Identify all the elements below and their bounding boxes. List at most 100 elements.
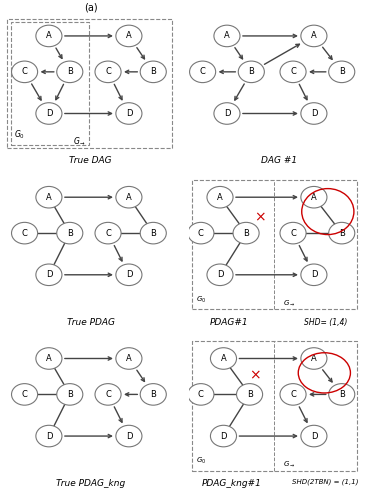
Text: C: C (21, 68, 27, 76)
Text: C: C (290, 68, 296, 76)
Text: SHD(2TBN) = (1,1): SHD(2TBN) = (1,1) (292, 479, 359, 485)
Text: A: A (46, 354, 52, 363)
Text: A: A (126, 193, 132, 202)
Text: C: C (290, 390, 296, 399)
Circle shape (238, 61, 264, 83)
Text: B: B (67, 229, 73, 237)
Text: A: A (221, 354, 226, 363)
Circle shape (11, 61, 38, 83)
Circle shape (301, 264, 327, 286)
Text: B: B (339, 229, 345, 237)
Circle shape (11, 384, 38, 405)
Text: B: B (339, 68, 345, 76)
Circle shape (36, 103, 62, 124)
Text: (a): (a) (84, 3, 97, 13)
Text: A: A (311, 354, 317, 363)
Text: D: D (46, 431, 52, 440)
Circle shape (214, 103, 240, 124)
Text: B: B (67, 68, 73, 76)
Circle shape (95, 222, 121, 244)
Circle shape (11, 222, 38, 244)
Text: D: D (224, 109, 230, 118)
Circle shape (116, 348, 142, 369)
Circle shape (329, 222, 355, 244)
Circle shape (57, 384, 83, 405)
Circle shape (329, 384, 355, 405)
Text: D: D (217, 270, 223, 279)
Text: D: D (311, 270, 317, 279)
Text: $G_{\rightarrow}$: $G_{\rightarrow}$ (73, 135, 87, 147)
Text: B: B (150, 390, 156, 399)
Circle shape (57, 61, 83, 83)
Circle shape (301, 25, 327, 47)
Text: PDAG_kng#1: PDAG_kng#1 (201, 479, 261, 488)
Circle shape (211, 425, 236, 447)
Text: A: A (46, 31, 52, 40)
Circle shape (36, 264, 62, 286)
Text: D: D (46, 109, 52, 118)
Circle shape (211, 348, 236, 369)
Circle shape (140, 222, 166, 244)
Circle shape (188, 222, 214, 244)
Circle shape (189, 61, 216, 83)
Text: $G_0$: $G_0$ (196, 295, 206, 305)
Circle shape (207, 264, 233, 286)
Text: D: D (126, 109, 132, 118)
Circle shape (140, 384, 166, 405)
Text: A: A (126, 31, 132, 40)
Text: SHD= (1,4): SHD= (1,4) (304, 318, 347, 327)
Text: True DAG: True DAG (69, 156, 112, 165)
Circle shape (280, 222, 306, 244)
Circle shape (57, 222, 83, 244)
Text: B: B (247, 390, 252, 399)
Circle shape (301, 348, 327, 369)
Circle shape (95, 384, 121, 405)
Text: B: B (243, 229, 249, 237)
Text: B: B (150, 229, 156, 237)
Circle shape (36, 25, 62, 47)
Circle shape (116, 264, 142, 286)
Circle shape (140, 61, 166, 83)
Text: $G_0$: $G_0$ (196, 456, 206, 466)
Circle shape (116, 25, 142, 47)
Text: A: A (126, 354, 132, 363)
Text: A: A (46, 193, 52, 202)
Text: C: C (200, 68, 206, 76)
Text: C: C (105, 68, 111, 76)
Circle shape (233, 222, 259, 244)
Text: B: B (339, 390, 345, 399)
Text: C: C (105, 390, 111, 399)
Circle shape (301, 103, 327, 124)
Text: A: A (311, 31, 317, 40)
Circle shape (301, 425, 327, 447)
Text: A: A (311, 193, 317, 202)
Circle shape (214, 25, 240, 47)
Text: True PDAG: True PDAG (67, 318, 115, 327)
Text: True PDAG_kng: True PDAG_kng (56, 479, 125, 488)
Text: B: B (150, 68, 156, 76)
Bar (11, 22, 89, 145)
Text: D: D (311, 109, 317, 118)
Circle shape (280, 384, 306, 405)
Text: C: C (21, 390, 27, 399)
Circle shape (207, 186, 233, 208)
Circle shape (329, 61, 355, 83)
Text: C: C (21, 229, 27, 237)
Text: A: A (224, 31, 230, 40)
Text: C: C (105, 229, 111, 237)
Circle shape (95, 61, 121, 83)
Text: $G_{\rightarrow}$: $G_{\rightarrow}$ (283, 298, 295, 308)
Text: B: B (67, 390, 73, 399)
Circle shape (236, 384, 263, 405)
Circle shape (116, 425, 142, 447)
Text: D: D (126, 431, 132, 440)
Text: D: D (311, 431, 317, 440)
Text: PDAG#1: PDAG#1 (210, 318, 249, 327)
Text: $\times$: $\times$ (249, 369, 260, 383)
Text: C: C (290, 229, 296, 237)
Circle shape (36, 186, 62, 208)
Text: C: C (198, 229, 204, 237)
Text: B: B (248, 68, 254, 76)
Circle shape (36, 348, 62, 369)
Text: DAG #1: DAG #1 (261, 156, 297, 165)
